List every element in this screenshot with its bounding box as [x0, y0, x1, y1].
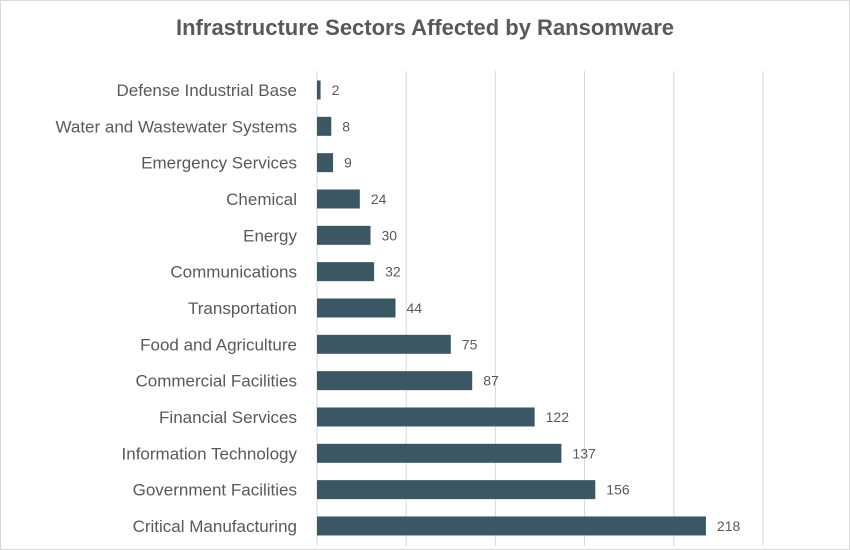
- bar: [317, 516, 706, 536]
- data-label: 122: [546, 409, 570, 425]
- category-label: Water and Wastewater Systems: [55, 117, 297, 136]
- bar: [317, 116, 332, 136]
- data-label: 87: [483, 373, 499, 389]
- chart-title: Infrastructure Sectors Affected by Ranso…: [176, 15, 674, 40]
- category-label: Emergency Services: [141, 154, 297, 173]
- bar: [317, 298, 396, 318]
- bar: [317, 443, 562, 463]
- bar: [317, 225, 371, 245]
- bar: [317, 407, 535, 427]
- data-label: 24: [371, 191, 387, 207]
- category-label: Chemical: [226, 190, 297, 209]
- data-label: 32: [385, 264, 401, 280]
- bar: [317, 189, 360, 209]
- bar: [317, 262, 375, 282]
- category-label: Commercial Facilities: [135, 372, 297, 391]
- category-label: Communications: [170, 263, 297, 282]
- category-label: Food and Agriculture: [140, 335, 297, 354]
- category-label: Information Technology: [122, 444, 298, 463]
- data-label: 75: [462, 336, 478, 352]
- category-label: Government Facilities: [133, 481, 297, 500]
- category-label: Critical Manufacturing: [133, 517, 297, 536]
- category-label: Transportation: [188, 299, 297, 318]
- bar: [317, 480, 596, 500]
- data-label: 2: [332, 82, 340, 98]
- bar: [317, 80, 321, 100]
- category-label: Financial Services: [159, 408, 297, 427]
- data-label: 44: [406, 300, 422, 316]
- bar: [317, 334, 451, 354]
- data-label: 30: [382, 227, 398, 243]
- data-label: 9: [344, 155, 352, 171]
- category-label: Energy: [243, 226, 297, 245]
- data-label: 8: [342, 118, 350, 134]
- data-label: 137: [572, 445, 596, 461]
- data-label: 218: [717, 518, 741, 534]
- bar: [317, 153, 334, 173]
- bar: [317, 371, 473, 391]
- category-label: Defense Industrial Base: [117, 81, 298, 100]
- data-label: 156: [606, 482, 630, 498]
